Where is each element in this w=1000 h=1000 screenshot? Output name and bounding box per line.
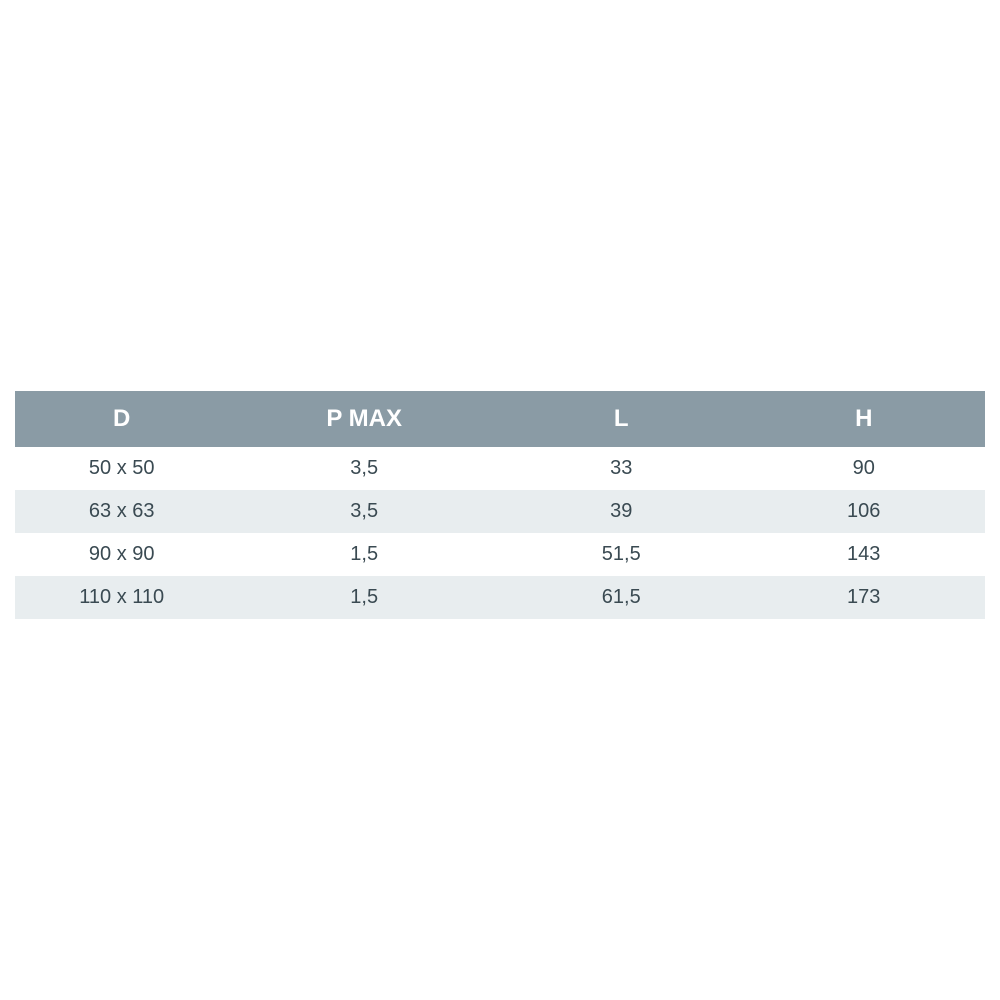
table-row: 63 x 63 3,5 39 106	[15, 490, 985, 533]
cell-d: 90 x 90	[15, 533, 228, 576]
col-header-d: D	[15, 391, 228, 447]
cell-pmax: 1,5	[228, 576, 500, 619]
spec-table: D P MAX L H 50 x 50 3,5 33 90 63 x 63 3,…	[15, 391, 985, 619]
cell-l: 39	[500, 490, 743, 533]
cell-d: 50 x 50	[15, 447, 228, 490]
cell-l: 51,5	[500, 533, 743, 576]
cell-l: 33	[500, 447, 743, 490]
cell-h: 143	[742, 533, 985, 576]
cell-d: 110 x 110	[15, 576, 228, 619]
cell-h: 90	[742, 447, 985, 490]
cell-d: 63 x 63	[15, 490, 228, 533]
cell-pmax: 3,5	[228, 490, 500, 533]
col-header-pmax: P MAX	[228, 391, 500, 447]
cell-pmax: 3,5	[228, 447, 500, 490]
table-header-row: D P MAX L H	[15, 391, 985, 447]
table-row: 50 x 50 3,5 33 90	[15, 447, 985, 490]
cell-h: 173	[742, 576, 985, 619]
table-row: 90 x 90 1,5 51,5 143	[15, 533, 985, 576]
col-header-l: L	[500, 391, 743, 447]
table-row: 110 x 110 1,5 61,5 173	[15, 576, 985, 619]
spec-table-container: D P MAX L H 50 x 50 3,5 33 90 63 x 63 3,…	[15, 391, 985, 619]
col-header-h: H	[742, 391, 985, 447]
cell-h: 106	[742, 490, 985, 533]
cell-l: 61,5	[500, 576, 743, 619]
cell-pmax: 1,5	[228, 533, 500, 576]
